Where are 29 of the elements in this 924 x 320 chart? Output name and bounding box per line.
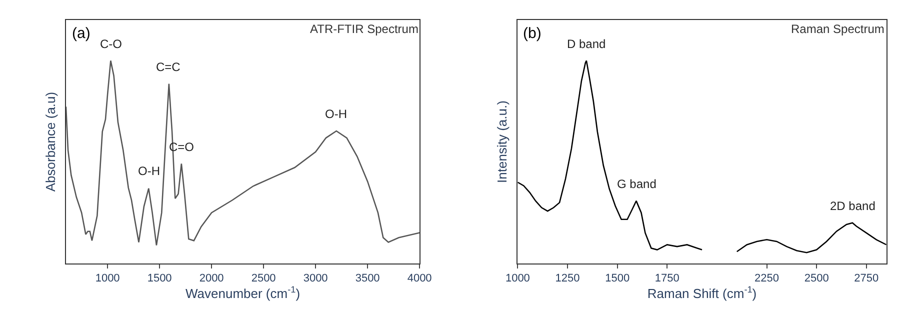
annotation: C=C [156,60,181,74]
y-axis-title: Intensity (a.u.) [494,100,510,183]
x-tick-label: 1250 [555,272,580,285]
annotation: O-H [325,107,347,121]
chart-title: Raman Spectrum [791,22,884,36]
annotation: D band [567,37,606,51]
x-tick-label: 2750 [854,272,879,285]
annotation: 2D band [830,199,876,213]
text: (b) [523,25,542,42]
x-tick-label: 3500 [355,272,380,285]
x-tick-label: 3000 [303,272,328,285]
annotation: C-O [100,37,122,51]
chart-title: ATR-FTIR Spectrum [310,22,418,36]
x-tick-label: 1750 [654,272,680,285]
x-tick-label: 2000 [199,272,224,285]
annotation: G band [617,177,656,191]
x-tick-label: 2250 [754,272,780,285]
x-tick-label: 4000 [407,272,432,285]
annotation: O-H [138,164,160,178]
x-axis-title: Raman Shift (cm$^{-1}$) [647,284,757,302]
x-tick-label: 1000 [95,272,120,285]
x-tick-label: 2500 [804,272,829,285]
x-tick-label: 1500 [147,272,172,285]
x-tick-label: 2500 [251,272,276,285]
y-axis-title: Absorbance (a.u) [42,92,58,192]
text: (a) [72,25,90,42]
x-tick-label: 1000 [505,272,530,285]
x-tick-label: 1500 [605,272,630,285]
x-axis-title: Wavenumber (cm$^{-1}$) [185,284,300,302]
